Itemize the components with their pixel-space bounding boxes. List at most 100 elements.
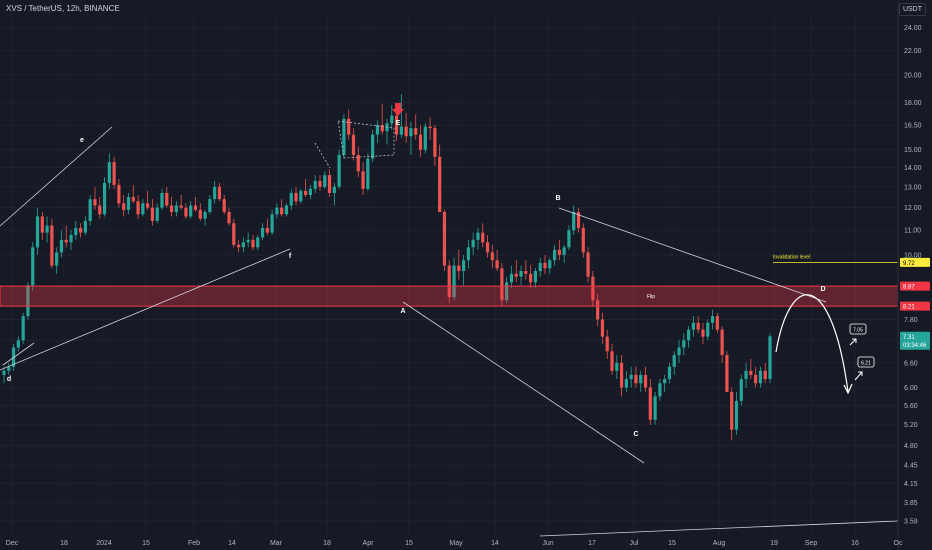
symbol-header[interactable]: XVS / TetherUS, 12h, BINANCE [6,4,120,13]
candle-body [533,271,538,283]
candle-body [452,265,456,298]
candle-body [289,192,293,206]
candle-body [45,225,49,233]
target-arrow [854,371,863,381]
wave-label: C [633,431,638,438]
candle-body [323,175,327,187]
candle-body [485,242,490,253]
projection-curve [775,294,849,393]
candle-body [356,154,360,172]
price-tag [900,301,930,311]
candle-body [696,322,700,330]
price-tick-label: 3.85 [904,500,918,507]
candle-body [706,322,710,337]
candle-body [179,205,183,208]
candle-body [337,154,341,187]
price-tick-label: 20.00 [904,73,922,80]
candle-body [529,273,533,283]
candle-body [754,374,758,384]
candle-body [83,220,87,233]
target-label: 6.21 [861,361,871,367]
candle-body [562,247,566,255]
target-box [857,356,875,368]
candle-body [615,362,619,371]
flip-zone-label: Flip [647,294,655,300]
candle-body [203,212,207,219]
time-axis[interactable]: Dec 18 2024 15 Feb 14 Mar 18 Apr 15 May 14 Jun 17 Jul 1… [6,540,903,547]
candle-body [174,205,178,213]
price-tick-label: 4.15 [904,481,918,488]
time-tick-label: May [449,540,463,547]
candle-body [624,379,628,388]
candle-body [332,186,336,193]
candle-body [102,182,107,215]
price-axis[interactable]: 24.00 22.00 20.00 18.00 16.50 15.00 14.00 13.00… [897,0,930,550]
candle-body [462,260,466,272]
candle-body [691,322,695,330]
time-tick-label: 16 [851,540,859,547]
candle-body [141,203,145,215]
time-tick-label: 15 [405,540,413,547]
candle-body [586,252,590,277]
time-tick-label: 19 [770,540,778,547]
candle-body [136,201,140,215]
candle-body [500,268,504,301]
candle-body [643,374,648,388]
candle-body [126,197,131,210]
wave-label: D [820,286,825,293]
candle-body [619,362,624,388]
candle-body [653,396,657,420]
candle-body [682,340,686,348]
candle-body [629,374,633,380]
price-tick-label: 15.00 [904,147,922,154]
candle-body [605,336,609,352]
candle-body [131,197,135,202]
candle-body [236,244,241,248]
candle-body [155,207,159,221]
time-tick-label: 2024 [96,540,112,547]
candle-body [514,273,518,277]
channel-upper-line [0,126,113,227]
candle-body [31,247,35,286]
dashed-line [314,142,331,169]
candle-body [715,316,719,330]
price-tick-label: 3.59 [904,518,918,525]
candle-body [658,383,662,397]
time-tick-label: Jun [542,540,553,547]
candle-body [74,227,78,236]
candle-body [596,300,600,320]
candle-body [327,175,332,193]
currency-button[interactable]: USDT [898,3,926,16]
wave-b-d-line [558,207,827,303]
price-tick-label: 5.20 [904,422,918,429]
candle-body [457,265,461,272]
price-tag-value: 7.31 [903,335,915,341]
candle-body [208,199,212,213]
candle-body [610,351,614,371]
candle-body [390,115,394,124]
candle-body [438,156,442,213]
candle-body [251,239,255,248]
bottom-trend-line [539,520,899,537]
price-tick-label: 22.00 [904,48,922,55]
candle-body [193,205,198,210]
time-tick-label: Feb [188,540,200,547]
price-tag [900,331,930,350]
candle-body [557,249,561,255]
candle-body [270,214,274,233]
candle-body [490,252,494,261]
candle-body [241,242,245,248]
price-tag-value: 8.21 [903,305,915,311]
candle-body [265,227,269,233]
candle-body [112,162,116,185]
price-tag-value: 9.72 [903,261,915,267]
candle-body [567,230,571,248]
wave-label: f [289,253,292,260]
candle-body [35,216,40,248]
candle-body [7,366,11,371]
time-tick-label: 15 [668,540,676,547]
time-tick-label: Apr [363,540,375,547]
candle-body [509,273,514,283]
